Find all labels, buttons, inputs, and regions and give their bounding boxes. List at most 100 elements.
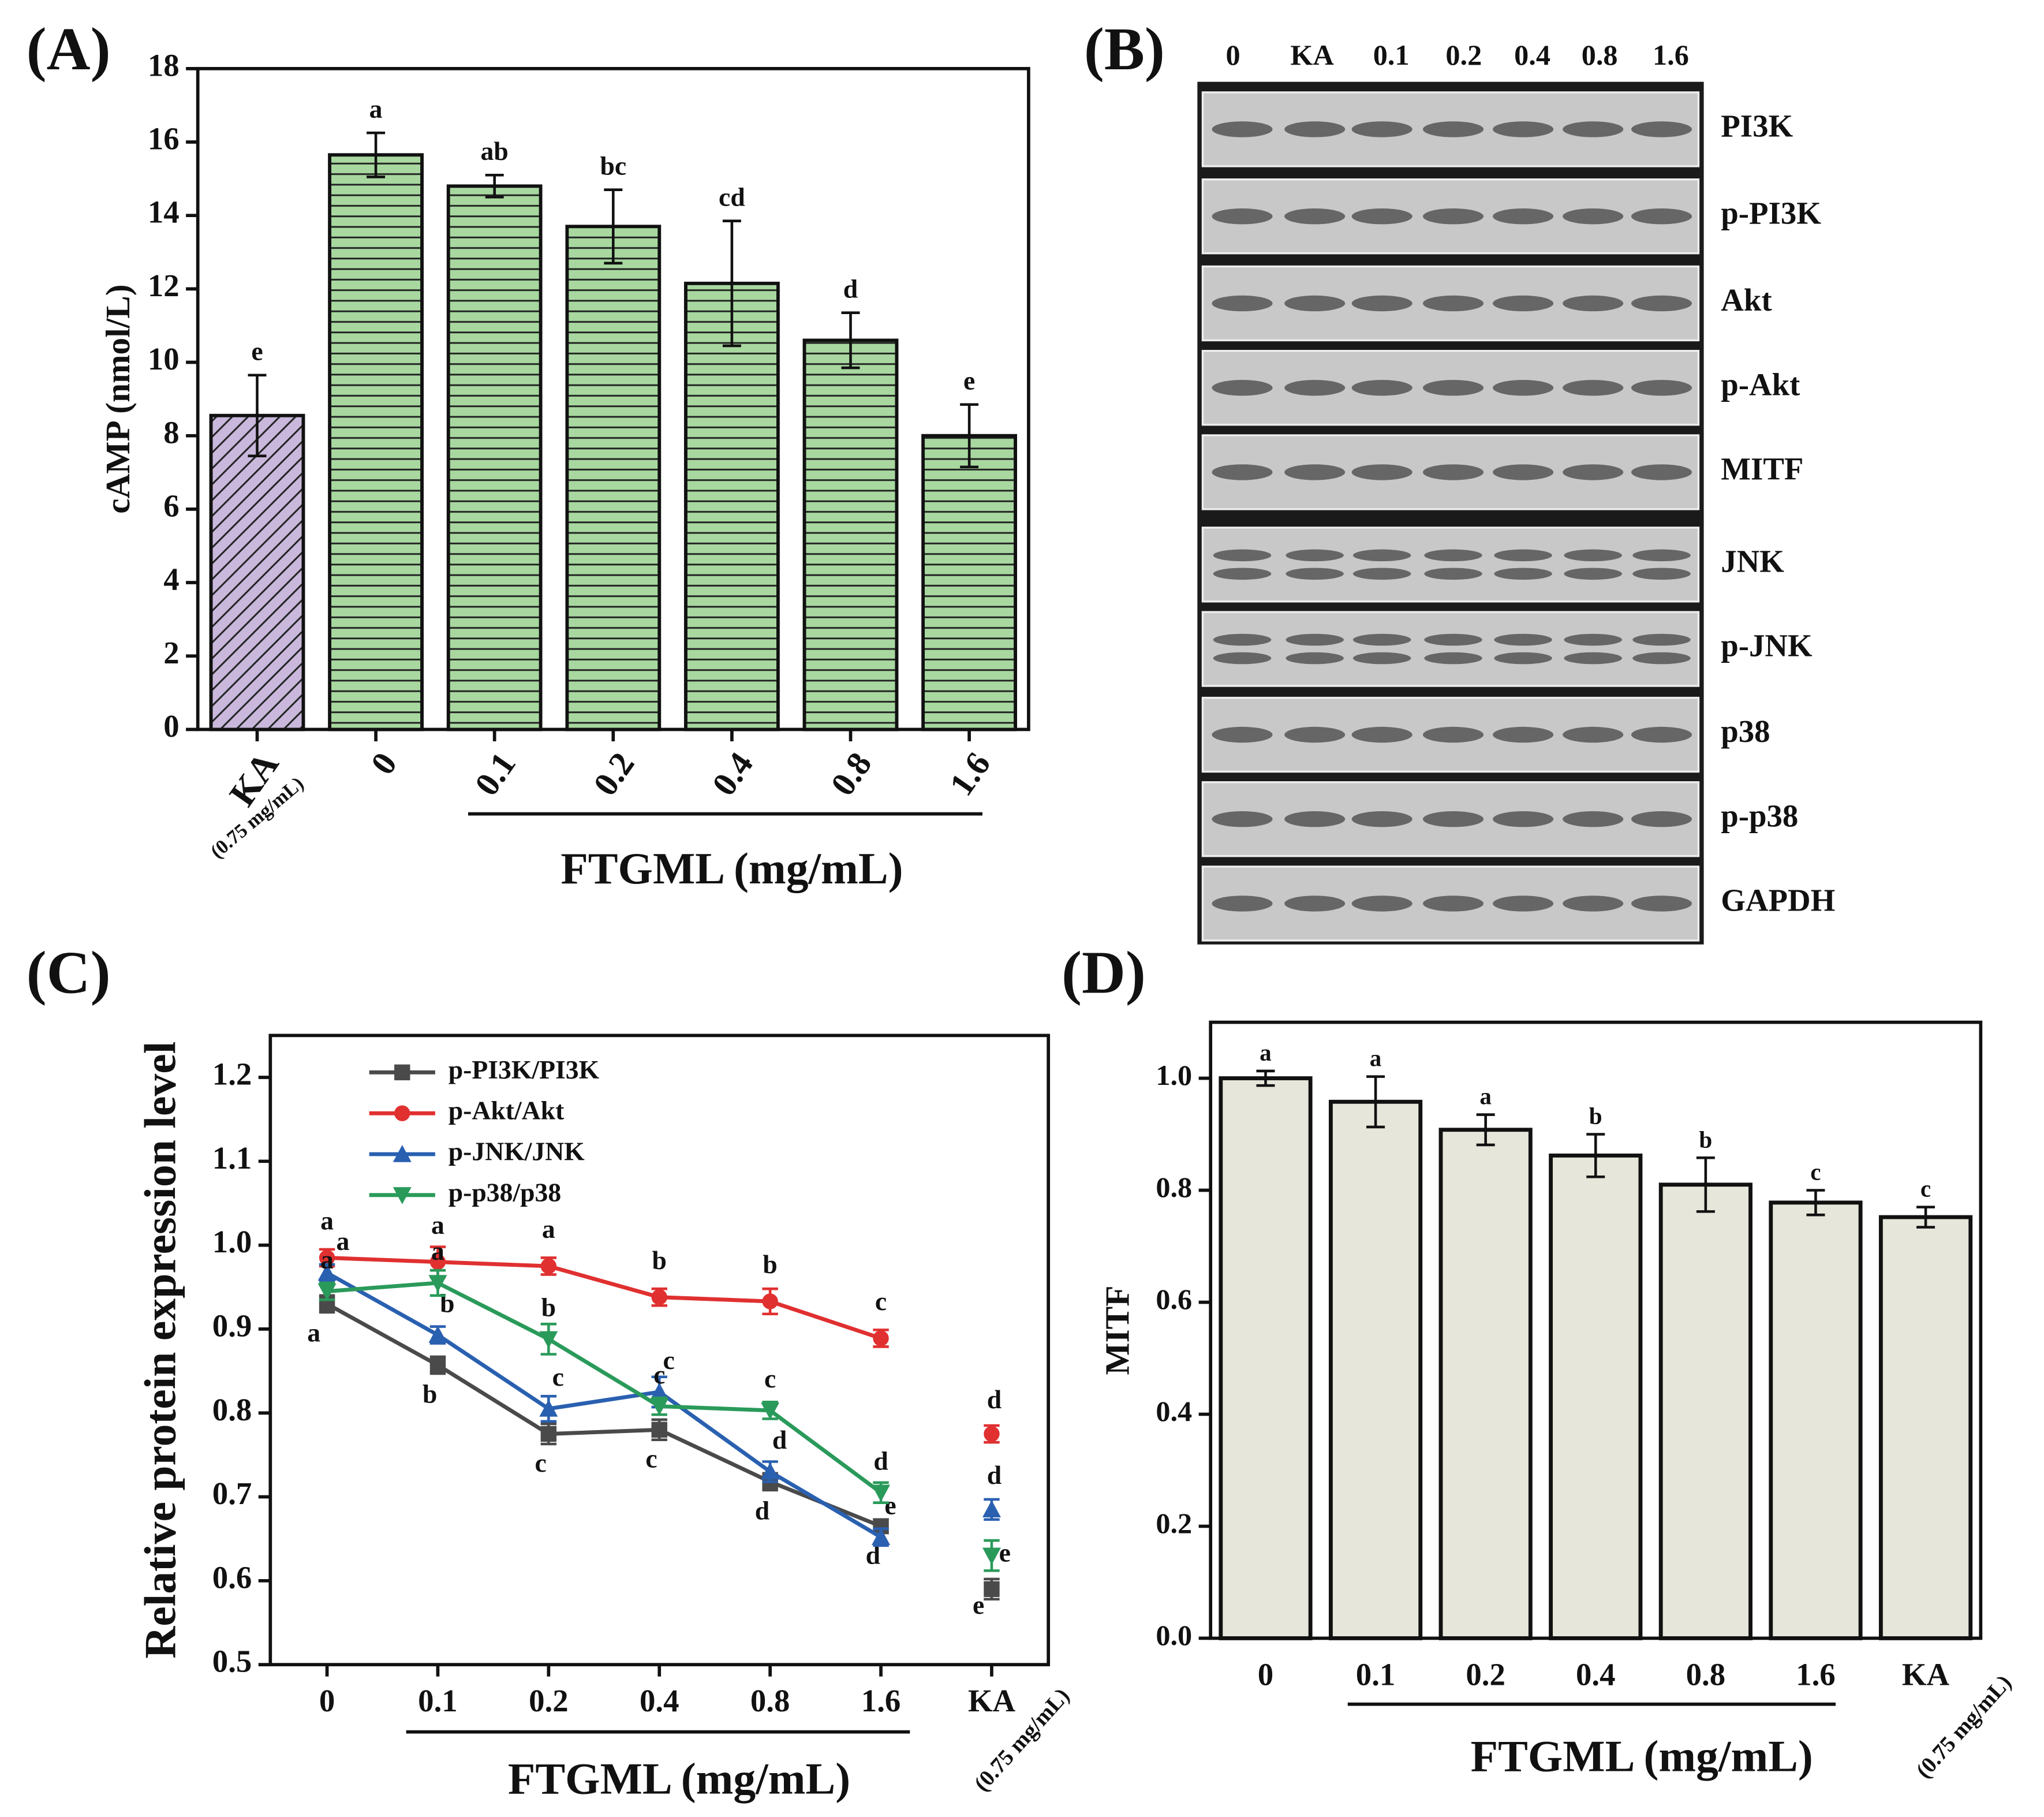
significance-letter: a — [337, 1226, 350, 1256]
significance-letter: e — [884, 1490, 896, 1520]
protein-label: PI3K — [1721, 109, 1793, 144]
band — [1422, 121, 1484, 137]
band — [1351, 295, 1413, 312]
marker — [540, 1426, 557, 1442]
band — [1286, 633, 1344, 646]
significance-letter: a — [320, 1206, 334, 1236]
significance-letter: b — [440, 1288, 454, 1318]
band — [1494, 652, 1552, 665]
x-tick-label: 0.8 — [750, 1683, 790, 1718]
marker — [394, 1105, 410, 1121]
band — [1564, 568, 1622, 580]
x-tick-label: KA — [1902, 1657, 1950, 1692]
lane-label: 0.8 — [1582, 39, 1618, 71]
x-tick-label: 0.4 — [1576, 1657, 1616, 1692]
band — [1631, 208, 1692, 225]
significance-letter: d — [987, 1385, 1002, 1414]
significance-letter: cd — [719, 182, 745, 212]
x-tick-label: 0.1 — [467, 745, 523, 803]
marker — [651, 1289, 667, 1305]
y-tick-label: 0.5 — [212, 1644, 252, 1679]
y-tick-label: 0.7 — [212, 1476, 252, 1511]
band — [1563, 121, 1624, 137]
x-tick-label: 0.2 — [529, 1683, 569, 1718]
significance-letter: c — [1920, 1176, 1931, 1202]
x-tick-label: 1.6 — [942, 745, 998, 803]
band — [1352, 633, 1411, 646]
marker — [984, 1426, 1000, 1442]
marker — [317, 1283, 337, 1301]
protein-label: MITF — [1721, 451, 1803, 486]
band — [1631, 464, 1692, 480]
band — [1213, 633, 1272, 646]
band — [1631, 379, 1692, 396]
bar — [1549, 1153, 1643, 1640]
x-axis-label: FTGML (mg/mL) — [560, 844, 903, 893]
band — [1422, 726, 1484, 743]
band — [1494, 568, 1552, 580]
band — [1284, 208, 1346, 225]
band — [1351, 726, 1413, 743]
y-tick-label: 0.6 — [1156, 1283, 1192, 1315]
x-axis-label: FTGML (mg/mL) — [1471, 1732, 1813, 1781]
y-tick-label: 2 — [163, 635, 179, 670]
band — [1424, 568, 1482, 580]
band — [1563, 208, 1624, 225]
band — [1631, 295, 1692, 312]
band — [1212, 379, 1273, 396]
significance-letter: a — [307, 1318, 320, 1348]
x-tick-label: 0.4 — [704, 745, 760, 803]
band — [1422, 379, 1484, 396]
y-tick-label: 1.0 — [212, 1224, 252, 1259]
marker — [539, 1331, 558, 1349]
significance-letter: b — [1699, 1126, 1712, 1152]
panel-label: (A) — [27, 15, 111, 83]
marker — [982, 1500, 1001, 1518]
marker — [429, 1253, 446, 1270]
x-tick-label: 0.8 — [1686, 1657, 1726, 1692]
band — [1284, 295, 1346, 312]
y-tick-label: 12 — [148, 268, 180, 303]
y-tick-label: 4 — [163, 562, 179, 597]
band — [1563, 726, 1624, 743]
band — [1212, 811, 1273, 827]
band — [1286, 652, 1344, 665]
band — [1564, 633, 1622, 646]
band — [1422, 208, 1484, 225]
significance-letter: a — [320, 1245, 334, 1274]
plot-frame — [268, 1034, 1051, 1666]
band — [1631, 121, 1692, 137]
blot-strip — [1201, 527, 1700, 603]
marker — [317, 1263, 337, 1281]
bar-hatch — [565, 225, 662, 732]
bar — [1878, 1215, 1973, 1640]
plot-frame — [1209, 1020, 1983, 1640]
x-tick-label: 0 — [319, 1683, 335, 1718]
band — [1284, 811, 1346, 827]
significance-letter: a — [369, 94, 383, 124]
legend-label: p-p38/p38 — [449, 1177, 562, 1207]
significance-letter: c — [764, 1364, 776, 1393]
bar-hatch — [921, 434, 1017, 732]
significance-letter: a — [431, 1210, 444, 1240]
marker — [428, 1275, 447, 1292]
significance-letter: b — [763, 1249, 777, 1279]
band — [1494, 549, 1552, 562]
marker — [872, 1484, 891, 1502]
band — [1493, 121, 1554, 137]
x-tick-label: 1.6 — [861, 1683, 901, 1718]
significance-letter: d — [755, 1496, 769, 1525]
band — [1352, 568, 1411, 580]
band — [1493, 896, 1554, 912]
y-tick-label: 0.8 — [212, 1392, 252, 1427]
marker — [394, 1064, 410, 1081]
marker — [762, 1293, 778, 1309]
x-tick-label: 0 — [1258, 1657, 1273, 1692]
band — [1632, 549, 1691, 562]
band — [1212, 896, 1273, 912]
y-tick-label: 0.6 — [212, 1559, 252, 1595]
bar — [1438, 1128, 1533, 1640]
band — [1286, 549, 1344, 562]
marker — [872, 1528, 891, 1545]
